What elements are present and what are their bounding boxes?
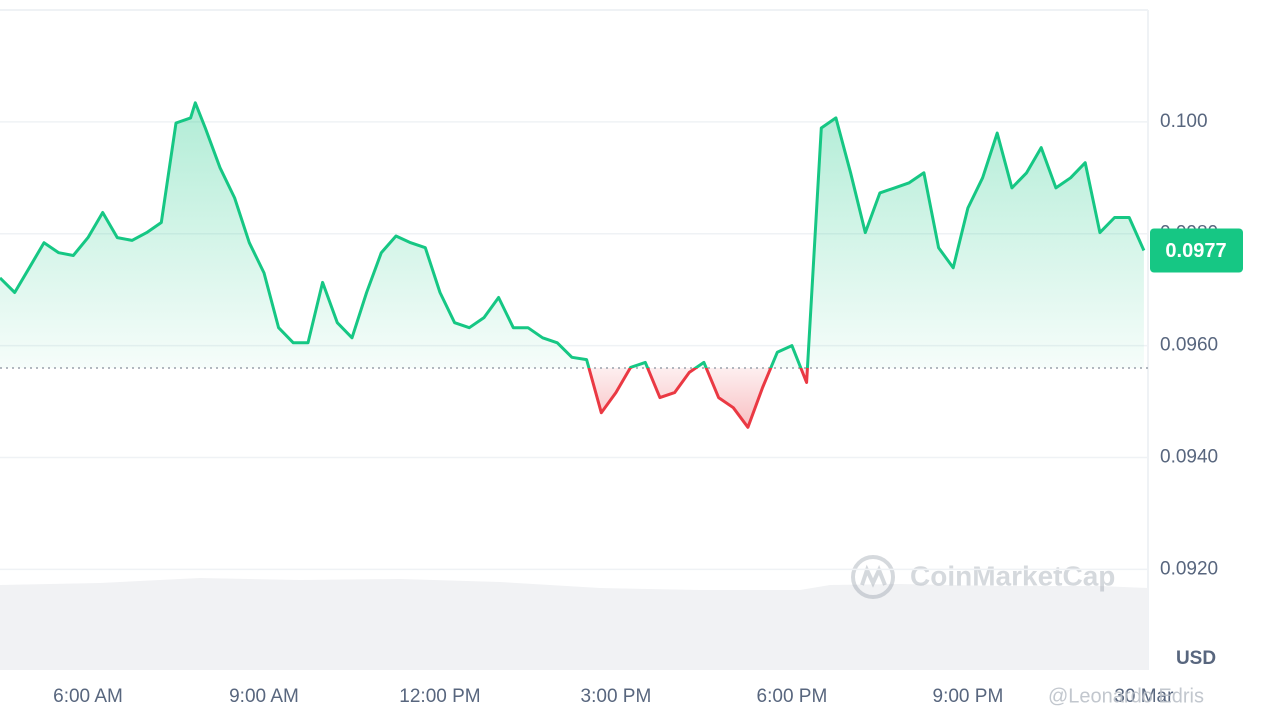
watermark-text: CoinMarketCap bbox=[910, 560, 1115, 591]
x-tick-label: 9:00 PM bbox=[933, 686, 1004, 707]
watermark: CoinMarketCap bbox=[851, 555, 1115, 599]
x-tick-label: 6:00 AM bbox=[53, 686, 123, 707]
price-line bbox=[0, 101, 1146, 429]
current-price-badge bbox=[1150, 228, 1243, 273]
current-price-label: 0.0977 bbox=[1165, 240, 1226, 262]
x-tick-label: 6:00 PM bbox=[757, 686, 828, 707]
watermark-logo bbox=[851, 555, 895, 599]
watermark-logo bbox=[860, 564, 887, 588]
price-area bbox=[0, 102, 1144, 428]
x-tick-label: 12:00 PM bbox=[399, 686, 480, 707]
y-tick-label: 0.0940 bbox=[1160, 446, 1218, 467]
x-tick-label: 3:00 PM bbox=[581, 686, 652, 707]
y-tick-label: 0.0920 bbox=[1160, 558, 1218, 579]
volume-area bbox=[0, 578, 1148, 670]
credit: @Leonardo Edris bbox=[1048, 685, 1204, 707]
x-tick-label: 30 Mar bbox=[1114, 686, 1174, 707]
y-unit: USD bbox=[1176, 648, 1216, 669]
y-tick-label: 0.0960 bbox=[1160, 335, 1218, 356]
y-tick-label: 0.100 bbox=[1160, 111, 1208, 132]
x-tick-label: 9:00 AM bbox=[229, 686, 299, 707]
